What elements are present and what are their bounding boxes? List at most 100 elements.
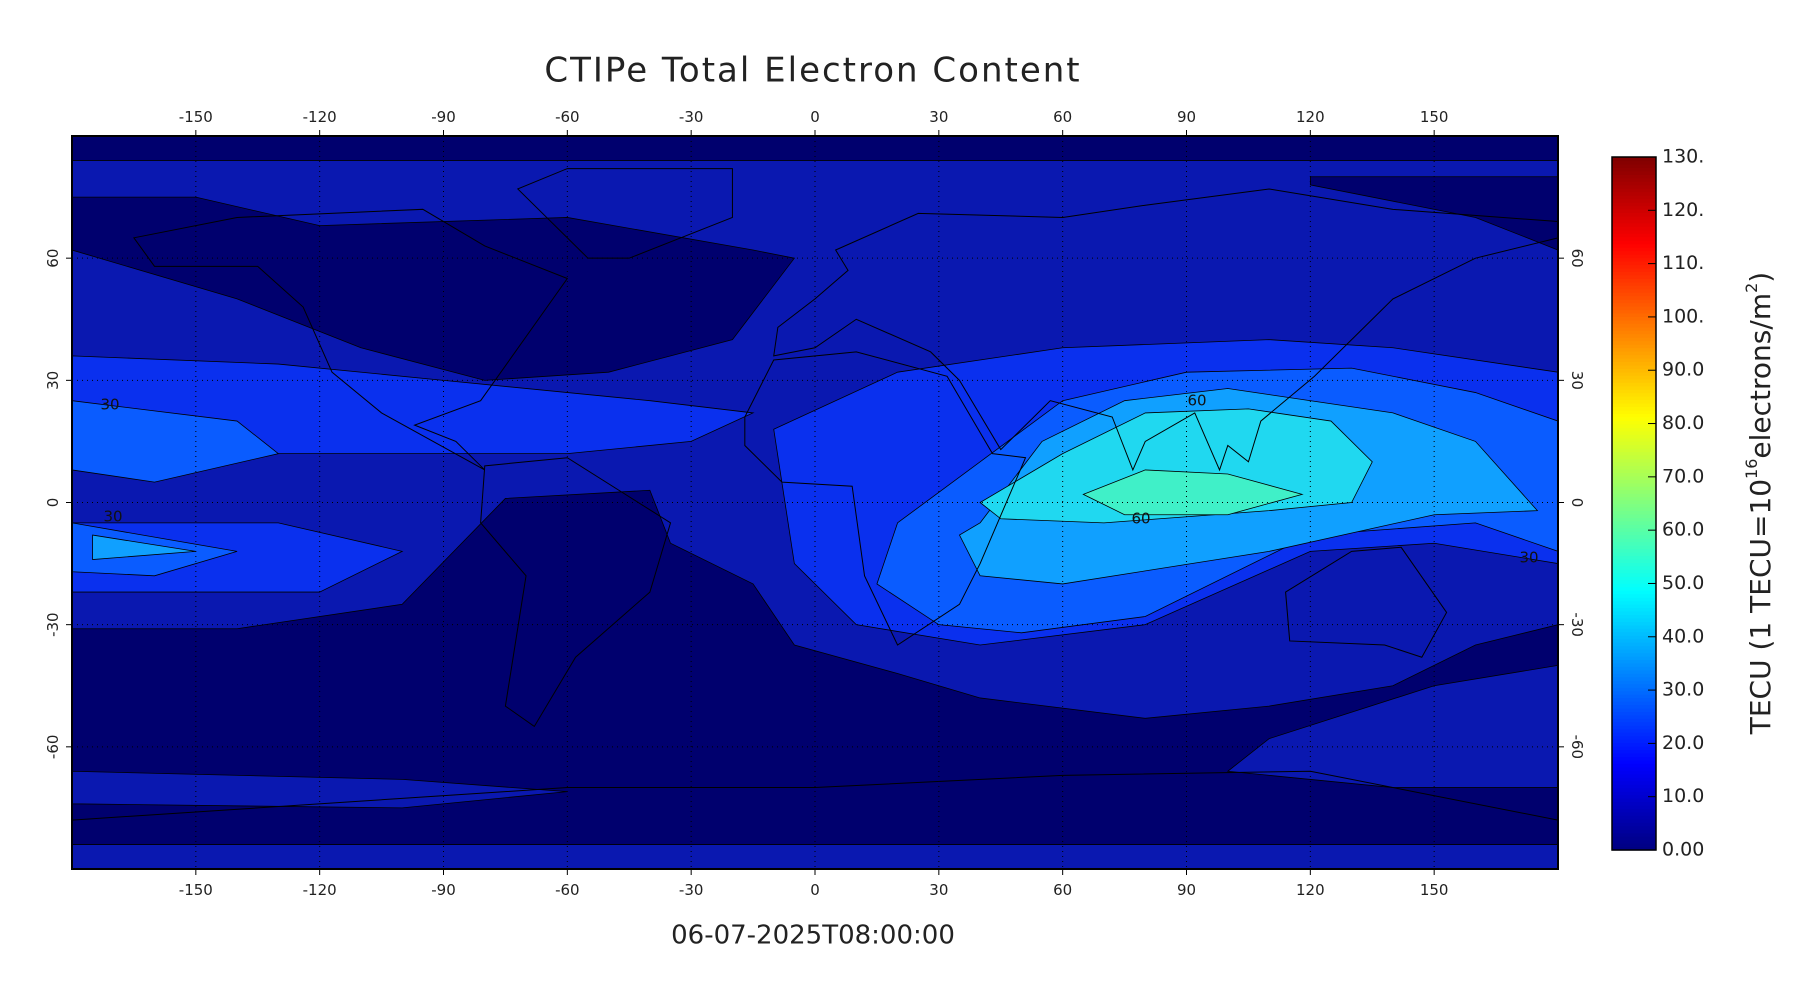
colorbar-segment — [1612, 558, 1656, 564]
y-tick-label: 60 — [1568, 249, 1586, 268]
colorbar-segment — [1612, 714, 1656, 719]
colorbar-tick-label: 60.0 — [1662, 519, 1704, 541]
colorbar-segment — [1612, 635, 1656, 640]
colorbar-segment — [1612, 344, 1656, 349]
colorbar-segment — [1612, 361, 1656, 366]
colorbar-segment — [1612, 649, 1656, 654]
y-tick-label: -60 — [1568, 735, 1586, 760]
colorbar-tick-label: 80.0 — [1662, 412, 1704, 434]
colorbar-segment — [1612, 836, 1656, 841]
colorbar-segment — [1612, 711, 1656, 716]
colorbar-segment — [1612, 791, 1656, 796]
colorbar-segment — [1612, 351, 1656, 356]
contour-region — [72, 490, 1558, 869]
colorbar-segment — [1612, 257, 1656, 262]
colorbar-segment — [1612, 666, 1656, 671]
colorbar-segment — [1612, 240, 1656, 245]
colorbar-segment — [1612, 160, 1656, 165]
colorbar-segment — [1612, 520, 1656, 525]
colorbar-segment — [1612, 316, 1656, 321]
colorbar-segment — [1612, 233, 1656, 238]
colorbar-tick-label: 110. — [1662, 252, 1704, 274]
x-tick-label: -120 — [303, 881, 337, 899]
colorbar-segment — [1612, 479, 1656, 484]
colorbar-segment — [1612, 642, 1656, 647]
colorbar-segment — [1612, 281, 1656, 286]
colorbar-segment — [1612, 333, 1656, 338]
colorbar-segment — [1612, 434, 1656, 439]
colorbar-segment — [1612, 583, 1656, 588]
colorbar-segment — [1612, 669, 1656, 674]
colorbar-segment — [1612, 170, 1656, 175]
colorbar-segment — [1612, 486, 1656, 491]
contour-label: 30 — [1519, 549, 1538, 567]
colorbar-segment — [1612, 739, 1656, 744]
contour-fills — [72, 136, 1558, 869]
x-tick-label: 0 — [810, 881, 820, 899]
colorbar-segment — [1612, 222, 1656, 227]
colorbar-segment — [1612, 389, 1656, 394]
y-tick-label: 30 — [44, 371, 62, 390]
colorbar-segment — [1612, 302, 1656, 307]
colorbar-segment — [1612, 202, 1656, 207]
colorbar-segment — [1612, 704, 1656, 709]
colorbar-tick-label: 10.0 — [1662, 785, 1704, 807]
colorbar-segment — [1612, 278, 1656, 283]
map — [72, 136, 1558, 869]
colorbar-segment — [1612, 673, 1656, 678]
colorbar-segment — [1612, 538, 1656, 543]
colorbar-segment — [1612, 586, 1656, 591]
colorbar-segment — [1612, 680, 1656, 685]
coastline — [481, 458, 671, 727]
x-tick-label: -30 — [679, 108, 704, 126]
colorbar-segment — [1612, 468, 1656, 473]
colorbar-segment — [1612, 694, 1656, 699]
colorbar-segment — [1612, 735, 1656, 740]
x-tick-label: -90 — [431, 881, 456, 899]
colorbar-segment — [1612, 254, 1656, 259]
colorbar-segment — [1612, 226, 1656, 231]
colorbar-segment — [1612, 614, 1656, 619]
coastline — [1286, 547, 1447, 657]
colorbar-segment — [1612, 444, 1656, 449]
grid — [72, 136, 1558, 869]
colorbar-segment — [1612, 780, 1656, 785]
colorbar-segment — [1612, 493, 1656, 498]
colorbar-segment — [1612, 829, 1656, 834]
x-tick-label: 30 — [929, 108, 948, 126]
colorbar-tick-label: 120. — [1662, 199, 1704, 221]
colorbar-segment — [1612, 243, 1656, 248]
y-tick-label: 30 — [1568, 371, 1586, 390]
colorbar-label-part: 16 — [1742, 459, 1761, 479]
colorbar-segment — [1612, 763, 1656, 768]
colorbar-segment — [1612, 385, 1656, 390]
y-tick-label: -60 — [44, 735, 62, 760]
colorbar-segment — [1612, 804, 1656, 810]
colorbar-segment — [1612, 610, 1656, 615]
colorbar-segment — [1612, 195, 1656, 200]
colorbar-segment — [1612, 624, 1656, 629]
colorbar-segment — [1612, 174, 1656, 179]
colorbar-segment — [1612, 461, 1656, 466]
colorbar-segment — [1612, 503, 1656, 508]
colorbar-segment — [1612, 822, 1656, 827]
colorbar-segment — [1612, 718, 1656, 723]
x-tick-label: 120 — [1296, 108, 1325, 126]
colorbar-segment — [1612, 631, 1656, 636]
x-tick-label: -60 — [555, 108, 580, 126]
colorbar-segment — [1612, 382, 1656, 387]
colorbar-tick-label: 90.0 — [1662, 359, 1704, 381]
colorbar-segment — [1612, 607, 1656, 612]
colorbar-segment — [1612, 662, 1656, 667]
colorbar-segment — [1612, 676, 1656, 681]
colorbar-segment — [1612, 683, 1656, 688]
colorbar-segment — [1612, 759, 1656, 764]
colorbar-label-part: TECU (1 TECU=10 — [1744, 479, 1777, 735]
contour-label: 60 — [1131, 510, 1150, 528]
colorbar-segment — [1612, 832, 1656, 837]
colorbar-segment — [1612, 701, 1656, 706]
colorbar-tick-label: 0.00 — [1662, 839, 1704, 861]
colorbar-segment — [1612, 212, 1656, 217]
colorbar-segment — [1612, 773, 1656, 778]
